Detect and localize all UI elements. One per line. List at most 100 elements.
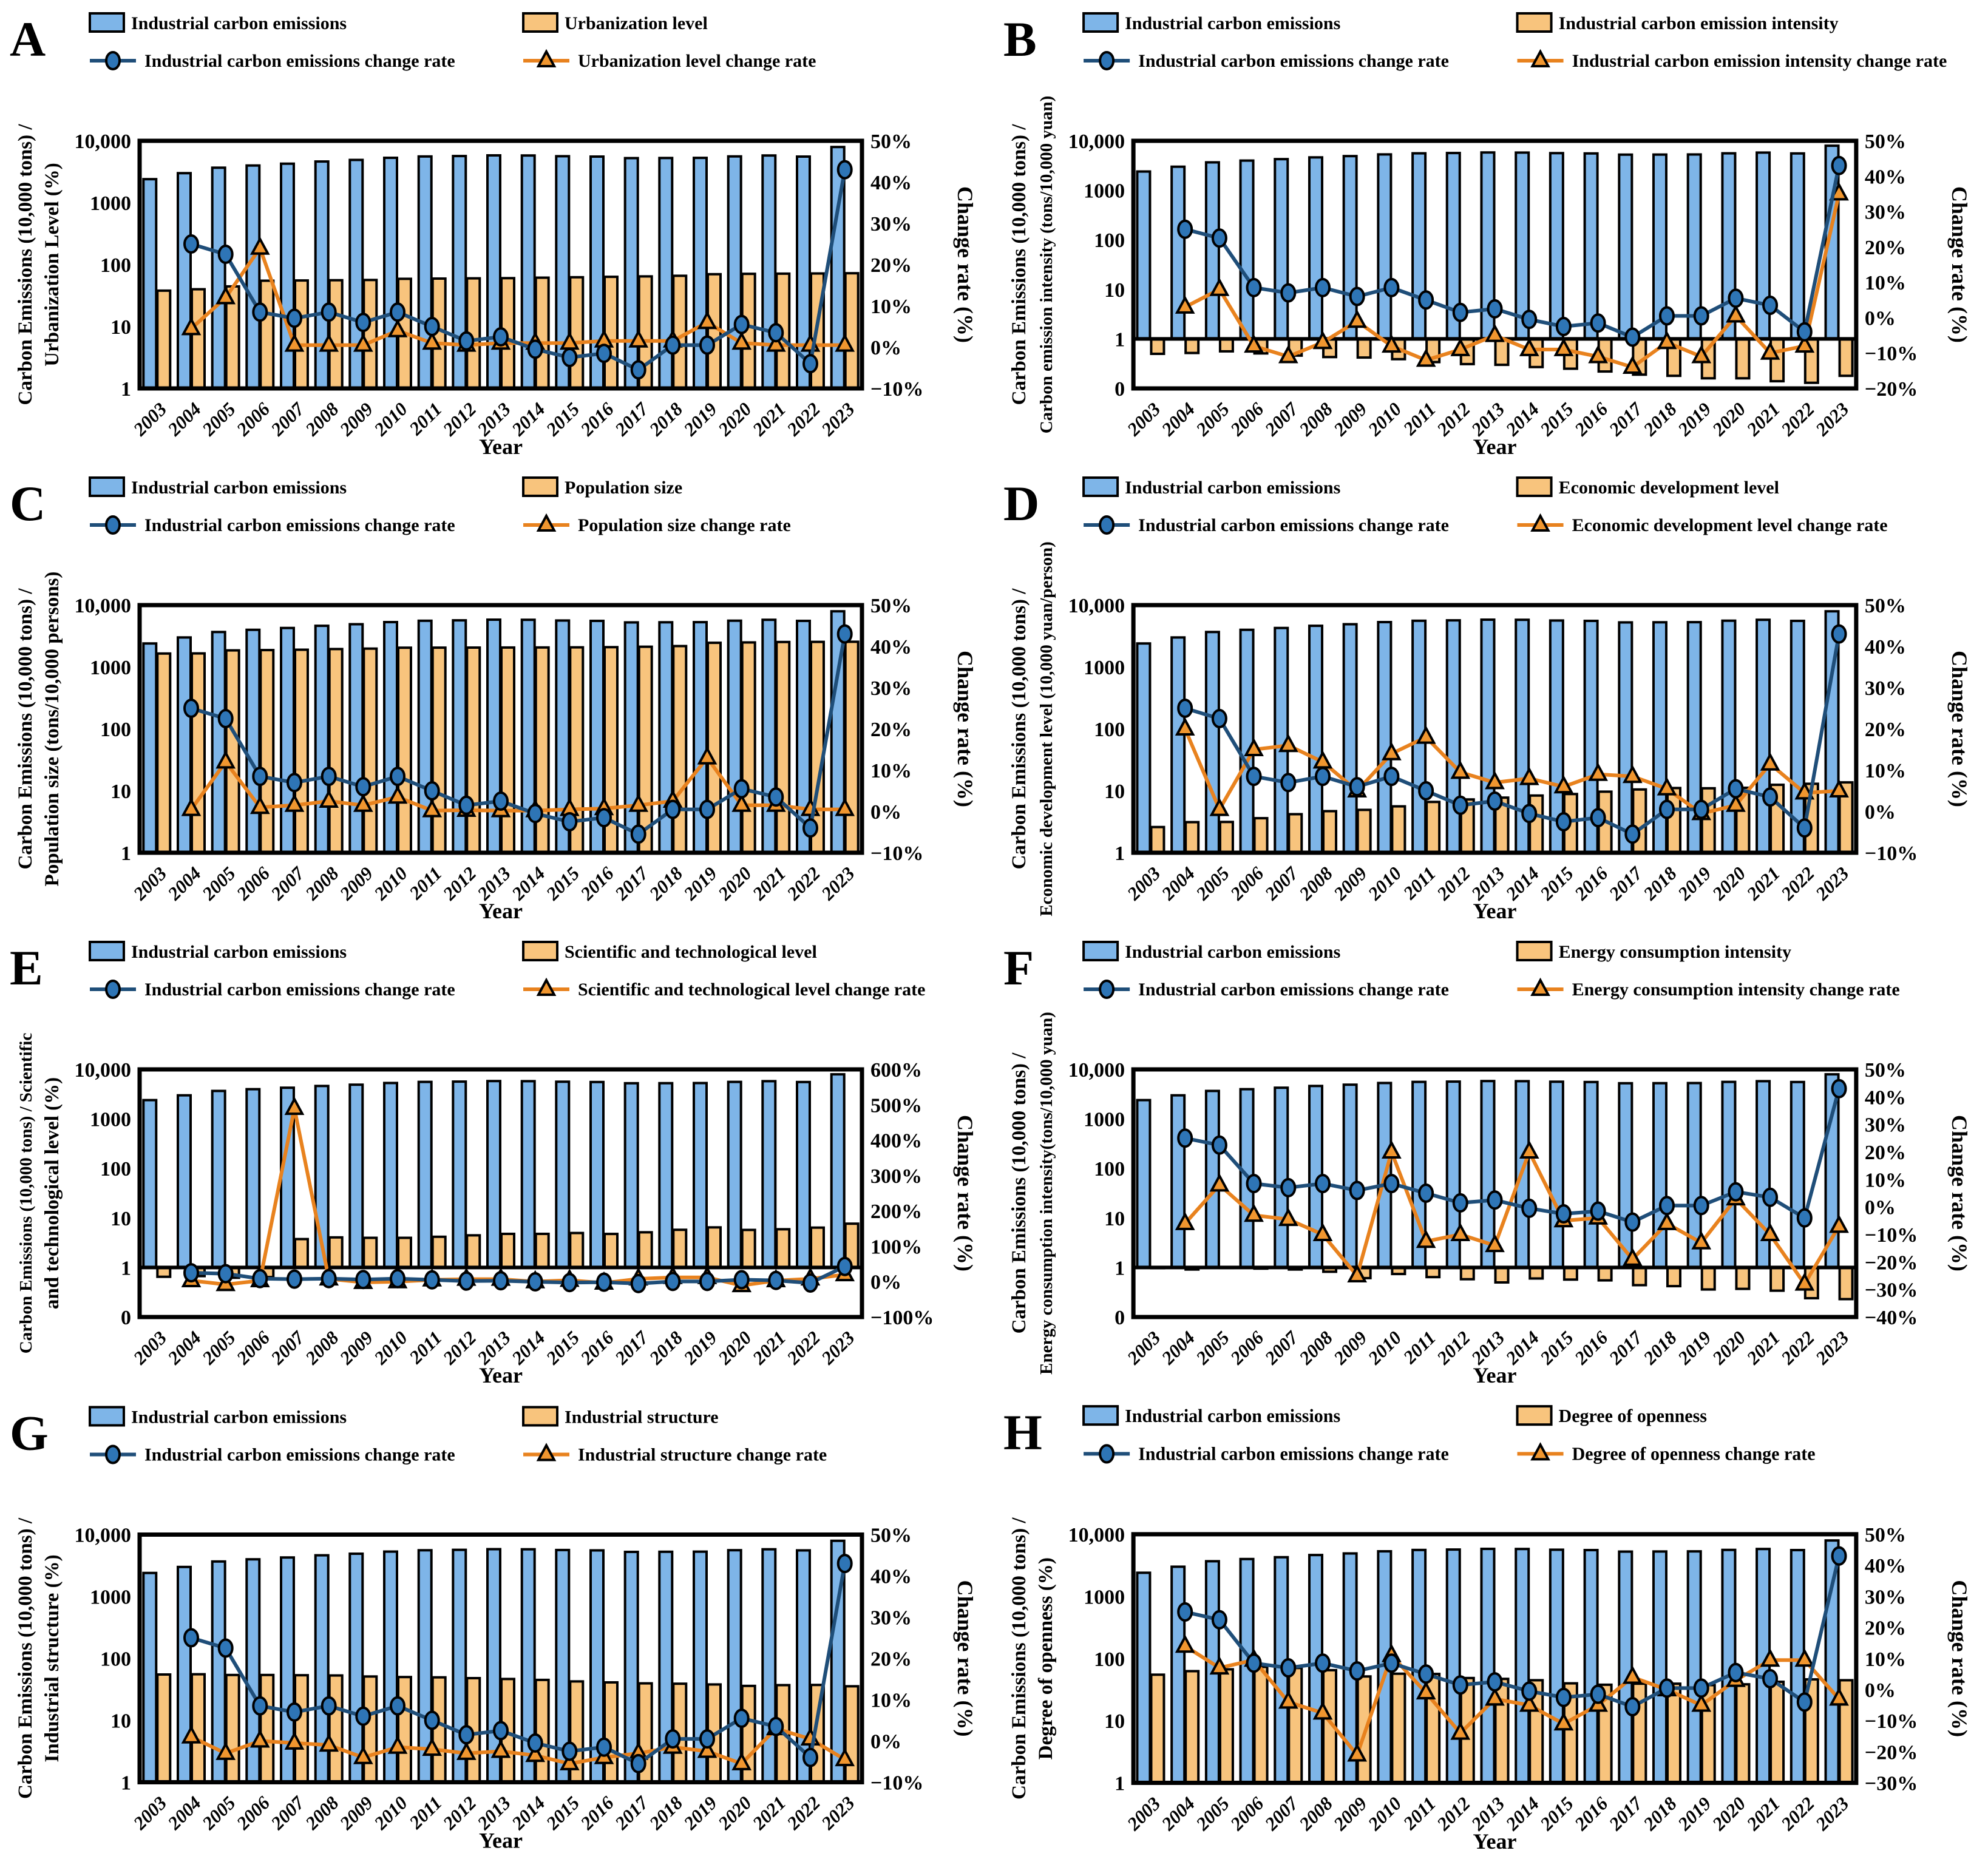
- svg-text:10,000: 10,000: [75, 1059, 132, 1082]
- bar-factor: [397, 1236, 412, 1269]
- svg-text:10,000: 10,000: [1068, 130, 1125, 153]
- bar-factor: [707, 1226, 722, 1269]
- bar-factor: [775, 1228, 791, 1269]
- bar-emissions: [142, 1099, 158, 1269]
- bar-emissions: [142, 1571, 158, 1784]
- svg-text:30%: 30%: [1865, 677, 1906, 700]
- bar-emissions: [727, 1549, 742, 1784]
- svg-text:−10%: −10%: [1865, 842, 1918, 865]
- svg-text:2012: 2012: [438, 1327, 480, 1369]
- svg-text:0%: 0%: [870, 1731, 901, 1753]
- svg-text:10: 10: [1104, 781, 1125, 803]
- bar-emissions: [1308, 625, 1324, 854]
- svg-text:2009: 2009: [335, 398, 377, 440]
- svg-text:2019: 2019: [679, 1792, 721, 1834]
- svg-text:0%: 0%: [1865, 1197, 1896, 1219]
- bar-factor: [1597, 1266, 1613, 1282]
- svg-text:2003: 2003: [129, 1327, 171, 1369]
- svg-text:1: 1: [121, 1257, 131, 1279]
- legend-marker-circle: [1099, 980, 1115, 999]
- left-axis-label-line2: Degree of openness (%): [1035, 1557, 1057, 1759]
- x-axis-ticks: 2003200420052006200720082009201020112012…: [129, 1792, 859, 1834]
- right-axis-label: Change rate (%): [953, 186, 977, 343]
- svg-text:40%: 40%: [1865, 166, 1906, 188]
- legend-label-factor-line: Energy consumption intensity change rate: [1572, 980, 1900, 1000]
- panel-d: D Industrial carbon emissions Economic dev…: [994, 464, 1988, 929]
- svg-text:2023: 2023: [1811, 862, 1853, 904]
- legend-marker-circle: [105, 51, 121, 70]
- legend: Industrial carbon emissions Urbanization …: [89, 12, 816, 71]
- svg-text:2003: 2003: [1122, 398, 1164, 440]
- svg-text:100: 100: [1094, 229, 1125, 252]
- svg-text:2009: 2009: [1329, 862, 1371, 904]
- svg-text:2007: 2007: [266, 398, 309, 440]
- svg-text:2005: 2005: [197, 862, 239, 904]
- bar-emissions: [623, 1082, 639, 1269]
- svg-text:2008: 2008: [1295, 1792, 1337, 1835]
- bar-emissions: [1790, 1080, 1805, 1269]
- x-axis-label: Year: [1473, 435, 1517, 459]
- legend: Industrial carbon emissions Economic deve…: [1082, 476, 1888, 535]
- legend-swatch-emissions-bar: [1082, 476, 1119, 497]
- bar-factor: [1184, 1670, 1200, 1784]
- svg-text:2010: 2010: [1363, 862, 1405, 904]
- legend-label-factor-bar: Degree of openness: [1559, 1406, 1707, 1426]
- bar-emissions: [1618, 621, 1633, 854]
- svg-text:50%: 50%: [1865, 1059, 1906, 1082]
- svg-text:10: 10: [110, 316, 131, 339]
- chart-d: D Industrial carbon emissions Economic dev…: [1003, 476, 1972, 923]
- svg-text:40%: 40%: [870, 172, 912, 194]
- svg-text:100%: 100%: [870, 1236, 922, 1258]
- bar-emissions: [796, 1080, 811, 1269]
- left-axis-label-line1: Carbon Emissions (10,000 tons) /: [1008, 1517, 1030, 1800]
- svg-text:2022: 2022: [1776, 398, 1818, 440]
- legend-swatch-emissions-bar: [1082, 12, 1119, 33]
- bar-factor: [672, 274, 688, 390]
- svg-text:50%: 50%: [870, 130, 912, 153]
- svg-text:30%: 30%: [1865, 1586, 1906, 1608]
- svg-text:2015: 2015: [541, 862, 583, 904]
- bar-emissions: [486, 1080, 501, 1269]
- svg-text:−20%: −20%: [1865, 378, 1918, 401]
- svg-text:2021: 2021: [748, 398, 790, 440]
- svg-text:2023: 2023: [1811, 1327, 1853, 1369]
- bar-factor: [294, 1674, 309, 1784]
- bar-emissions: [1480, 618, 1496, 854]
- svg-text:2018: 2018: [1639, 862, 1681, 905]
- svg-text:2010: 2010: [370, 1792, 412, 1834]
- left-axis-label-line2: Economic development level (10,000 yuan/…: [1037, 541, 1056, 916]
- bar-factor: [844, 640, 860, 854]
- bar-emissions: [1583, 1080, 1599, 1269]
- svg-text:2009: 2009: [1329, 1327, 1371, 1369]
- bar-emissions: [1721, 1080, 1737, 1269]
- svg-text:2008: 2008: [300, 398, 343, 441]
- bar-emissions: [658, 1082, 674, 1269]
- svg-text:2006: 2006: [1226, 1327, 1268, 1369]
- bar-emissions: [727, 1080, 742, 1269]
- svg-text:2015: 2015: [541, 1792, 583, 1834]
- bar-factor: [1150, 1673, 1165, 1784]
- bar-factor: [362, 1675, 378, 1784]
- svg-text:2010: 2010: [370, 862, 412, 904]
- svg-text:2007: 2007: [266, 1326, 309, 1369]
- svg-text:2020: 2020: [1708, 398, 1749, 440]
- bar-emissions: [830, 1073, 846, 1269]
- legend-label-factor-line: Degree of openness change rate: [1572, 1443, 1816, 1464]
- svg-text:2009: 2009: [1329, 398, 1371, 440]
- bar-emissions: [1549, 1548, 1564, 1784]
- panel-b: B Industrial carbon emissions Industrial c…: [994, 0, 1988, 464]
- svg-text:2015: 2015: [1536, 862, 1578, 904]
- svg-text:20%: 20%: [1865, 237, 1906, 259]
- bar-factor: [1391, 1672, 1406, 1784]
- svg-text:−10%: −10%: [870, 842, 923, 865]
- svg-text:2004: 2004: [1157, 398, 1199, 440]
- bar-emissions: [1790, 152, 1805, 340]
- left-axis-ticks: 0 1 10 100 1000 10,000: [75, 1059, 132, 1329]
- svg-text:2016: 2016: [1570, 398, 1612, 441]
- left-axis-ticks: 1 10 100 1000 10,000: [1068, 1524, 1125, 1795]
- svg-text:2020: 2020: [713, 1792, 755, 1834]
- bar-emissions: [1274, 158, 1289, 340]
- bar-factor: [259, 649, 275, 854]
- bar-emissions: [1170, 1565, 1186, 1784]
- legend-label-emissions-bar: Industrial carbon emissions: [1125, 1406, 1340, 1426]
